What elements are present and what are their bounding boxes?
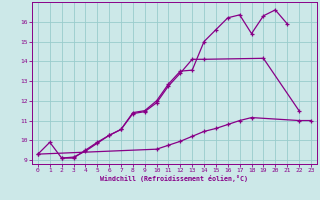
X-axis label: Windchill (Refroidissement éolien,°C): Windchill (Refroidissement éolien,°C)	[100, 175, 248, 182]
